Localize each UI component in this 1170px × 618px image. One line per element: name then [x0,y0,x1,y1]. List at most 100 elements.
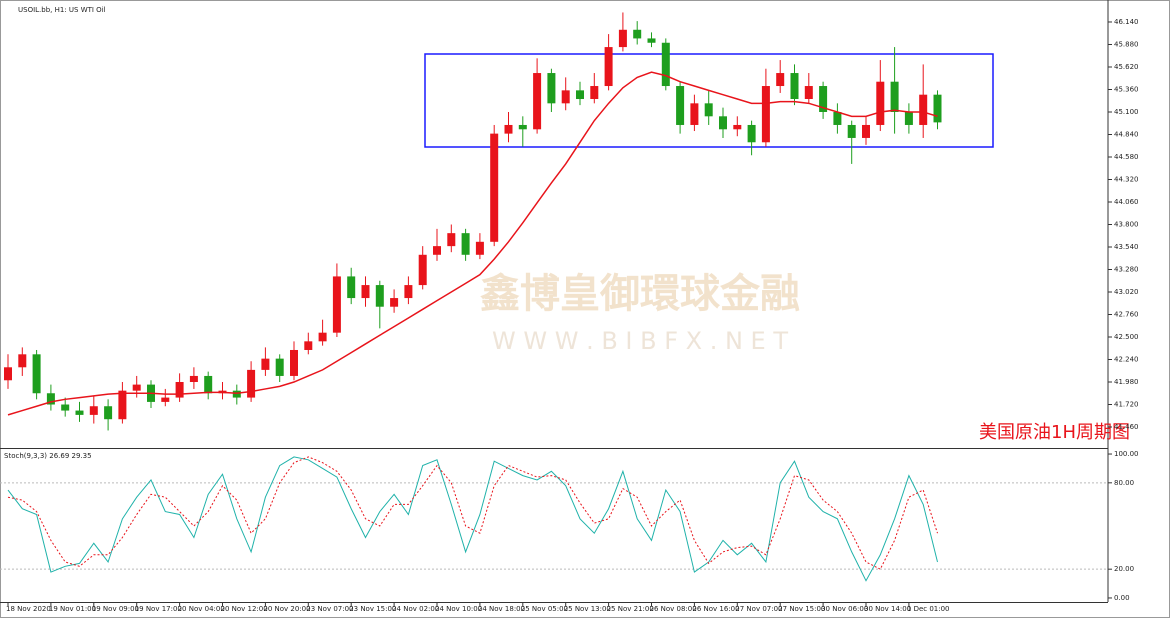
candle-body [604,47,613,87]
x-tick-label: 27 Nov 15:00 [778,605,825,613]
candle-body [89,406,98,415]
candle-body [318,332,327,342]
candle-body [747,124,756,143]
candle-body [232,390,241,398]
candle-body [204,375,213,394]
candle-body [347,276,356,299]
candle-body [390,298,399,307]
candle-body [290,349,298,376]
candle-body [46,393,55,405]
candle-body [661,42,670,87]
candle-body [261,358,270,370]
candle-body [561,90,570,104]
y-tick-label: 0.00 [1114,594,1130,602]
y-tick-label: 41.720 [1114,401,1139,409]
candle-body [4,367,12,381]
range-box [424,53,994,148]
y-tick-label: 43.020 [1114,288,1139,296]
y-tick-label: 46.140 [1114,18,1139,26]
watermark-url: W W W . B I B F X . N E T [492,327,788,355]
stoch-line [7,456,938,582]
candle-body [790,73,799,100]
x-tick-label: 20 Nov 20:00 [263,605,310,613]
x-tick-label: 24 Nov 02:00 [392,605,439,613]
candle-body [275,358,284,376]
candle-body [490,133,499,242]
x-tick-label: 19 Nov 09:00 [92,605,139,613]
y-tick-label: 80.00 [1114,479,1134,487]
candle-body [375,285,384,307]
y-tick-label: 44.580 [1114,153,1139,161]
candle-body [547,73,556,104]
moving-average [7,71,938,416]
y-tick-label: 45.360 [1114,85,1139,93]
y-tick-label: 43.800 [1114,220,1139,228]
y-tick-label: 41.980 [1114,378,1139,386]
candle-body [461,233,470,255]
candle-body [876,81,885,125]
x-tick-label: 23 Nov 15:00 [349,605,396,613]
y-tick-label: 45.880 [1114,40,1139,48]
y-tick-label: 42.760 [1114,311,1139,319]
candle-body [719,116,727,130]
chart-annotation: 美国原油1H周期图 [979,422,1130,443]
y-tick-label: 45.620 [1114,63,1139,71]
candle-body [833,111,842,125]
candle-body [776,73,785,87]
indicator-title: Stoch(9,3,3) 26.69 29.35 [4,452,92,460]
candle-body [247,369,256,398]
candle-body [118,390,127,420]
y-tick-label: 42.240 [1114,356,1139,364]
candle-body [761,86,770,143]
y-tick-label: 20.00 [1114,565,1134,573]
candle-body [733,124,742,130]
candle-body [590,86,599,100]
candle-body [690,103,699,125]
y-tick-label: 45.100 [1114,108,1139,116]
candle-body [361,285,370,299]
candle-body [61,404,70,411]
x-tick-label: 1 Dec 01:00 [907,605,950,613]
x-tick-label: 24 Nov 10:00 [435,605,482,613]
candle-body [418,254,427,286]
y-tick-label: 43.280 [1114,265,1139,273]
candle-body [676,86,685,125]
y-tick-label: 44.320 [1114,175,1139,183]
candle-body [819,86,828,112]
x-tick-label: 19 Nov 01:00 [49,605,96,613]
chart-title: USOIL.bb, H1: US WTI Oil [18,6,106,14]
y-tick-label: 43.540 [1114,243,1139,251]
x-tick-label: 18 Nov 2020 [6,605,51,613]
candle-body [618,29,627,48]
candle-body [919,94,928,125]
x-tick-label: 25 Nov 13:00 [564,605,611,613]
candle-body [404,285,413,299]
x-tick-label: 27 Nov 07:00 [735,605,782,613]
x-tick-label: 20 Nov 12:00 [221,605,268,613]
candle-body [904,111,913,125]
candle-body [847,124,856,138]
x-tick-label: 23 Nov 07:00 [306,605,353,613]
candle-body [189,375,198,383]
candle-body [175,382,184,398]
candle-body [304,341,313,350]
y-tick-label: 44.840 [1114,130,1139,138]
candle-body [647,38,656,43]
candle-body [862,124,870,138]
candle-body [161,397,170,402]
candle-body [433,246,441,255]
x-tick-label: 26 Nov 16:00 [692,605,739,613]
x-tick-label: 30 Nov 06:00 [821,605,868,613]
y-tick-label: 44.060 [1114,198,1139,206]
candle-body [890,81,899,112]
x-tick-label: 19 Nov 17:00 [135,605,182,613]
candle-body [132,384,141,391]
y-tick-label: 100.00 [1114,450,1139,458]
x-tick-label: 25 Nov 21:00 [607,605,654,613]
x-tick-label: 20 Nov 04:00 [178,605,225,613]
candle-body [633,29,642,39]
x-tick-label: 30 Nov 14:00 [864,605,911,613]
candle-body [504,124,513,134]
candle-body [32,354,41,394]
